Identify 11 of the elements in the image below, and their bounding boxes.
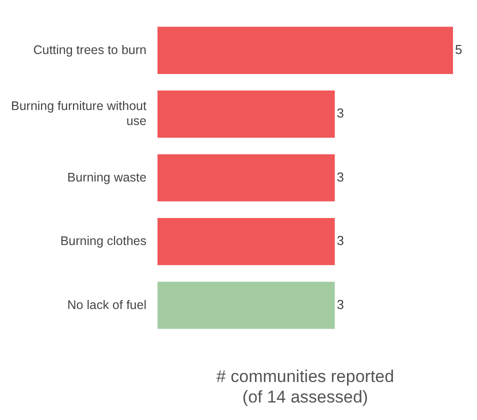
data-label: 5 (455, 42, 462, 57)
y-tick-label: Burning clothes (60, 234, 146, 248)
y-tick-label: No lack of fuel (67, 298, 146, 312)
y-tick-label: Burning waste (67, 170, 147, 184)
data-label: 3 (336, 106, 344, 121)
y-tick-label: Cutting trees to burn (33, 42, 147, 57)
data-label: 3 (336, 233, 344, 248)
data-label: 3 (336, 169, 344, 184)
x-axis-title: # communities reported (of 14 assessed) (216, 367, 394, 406)
y-tick-label: Burning furniture without use (10, 99, 148, 128)
data-label: 3 (336, 296, 344, 312)
